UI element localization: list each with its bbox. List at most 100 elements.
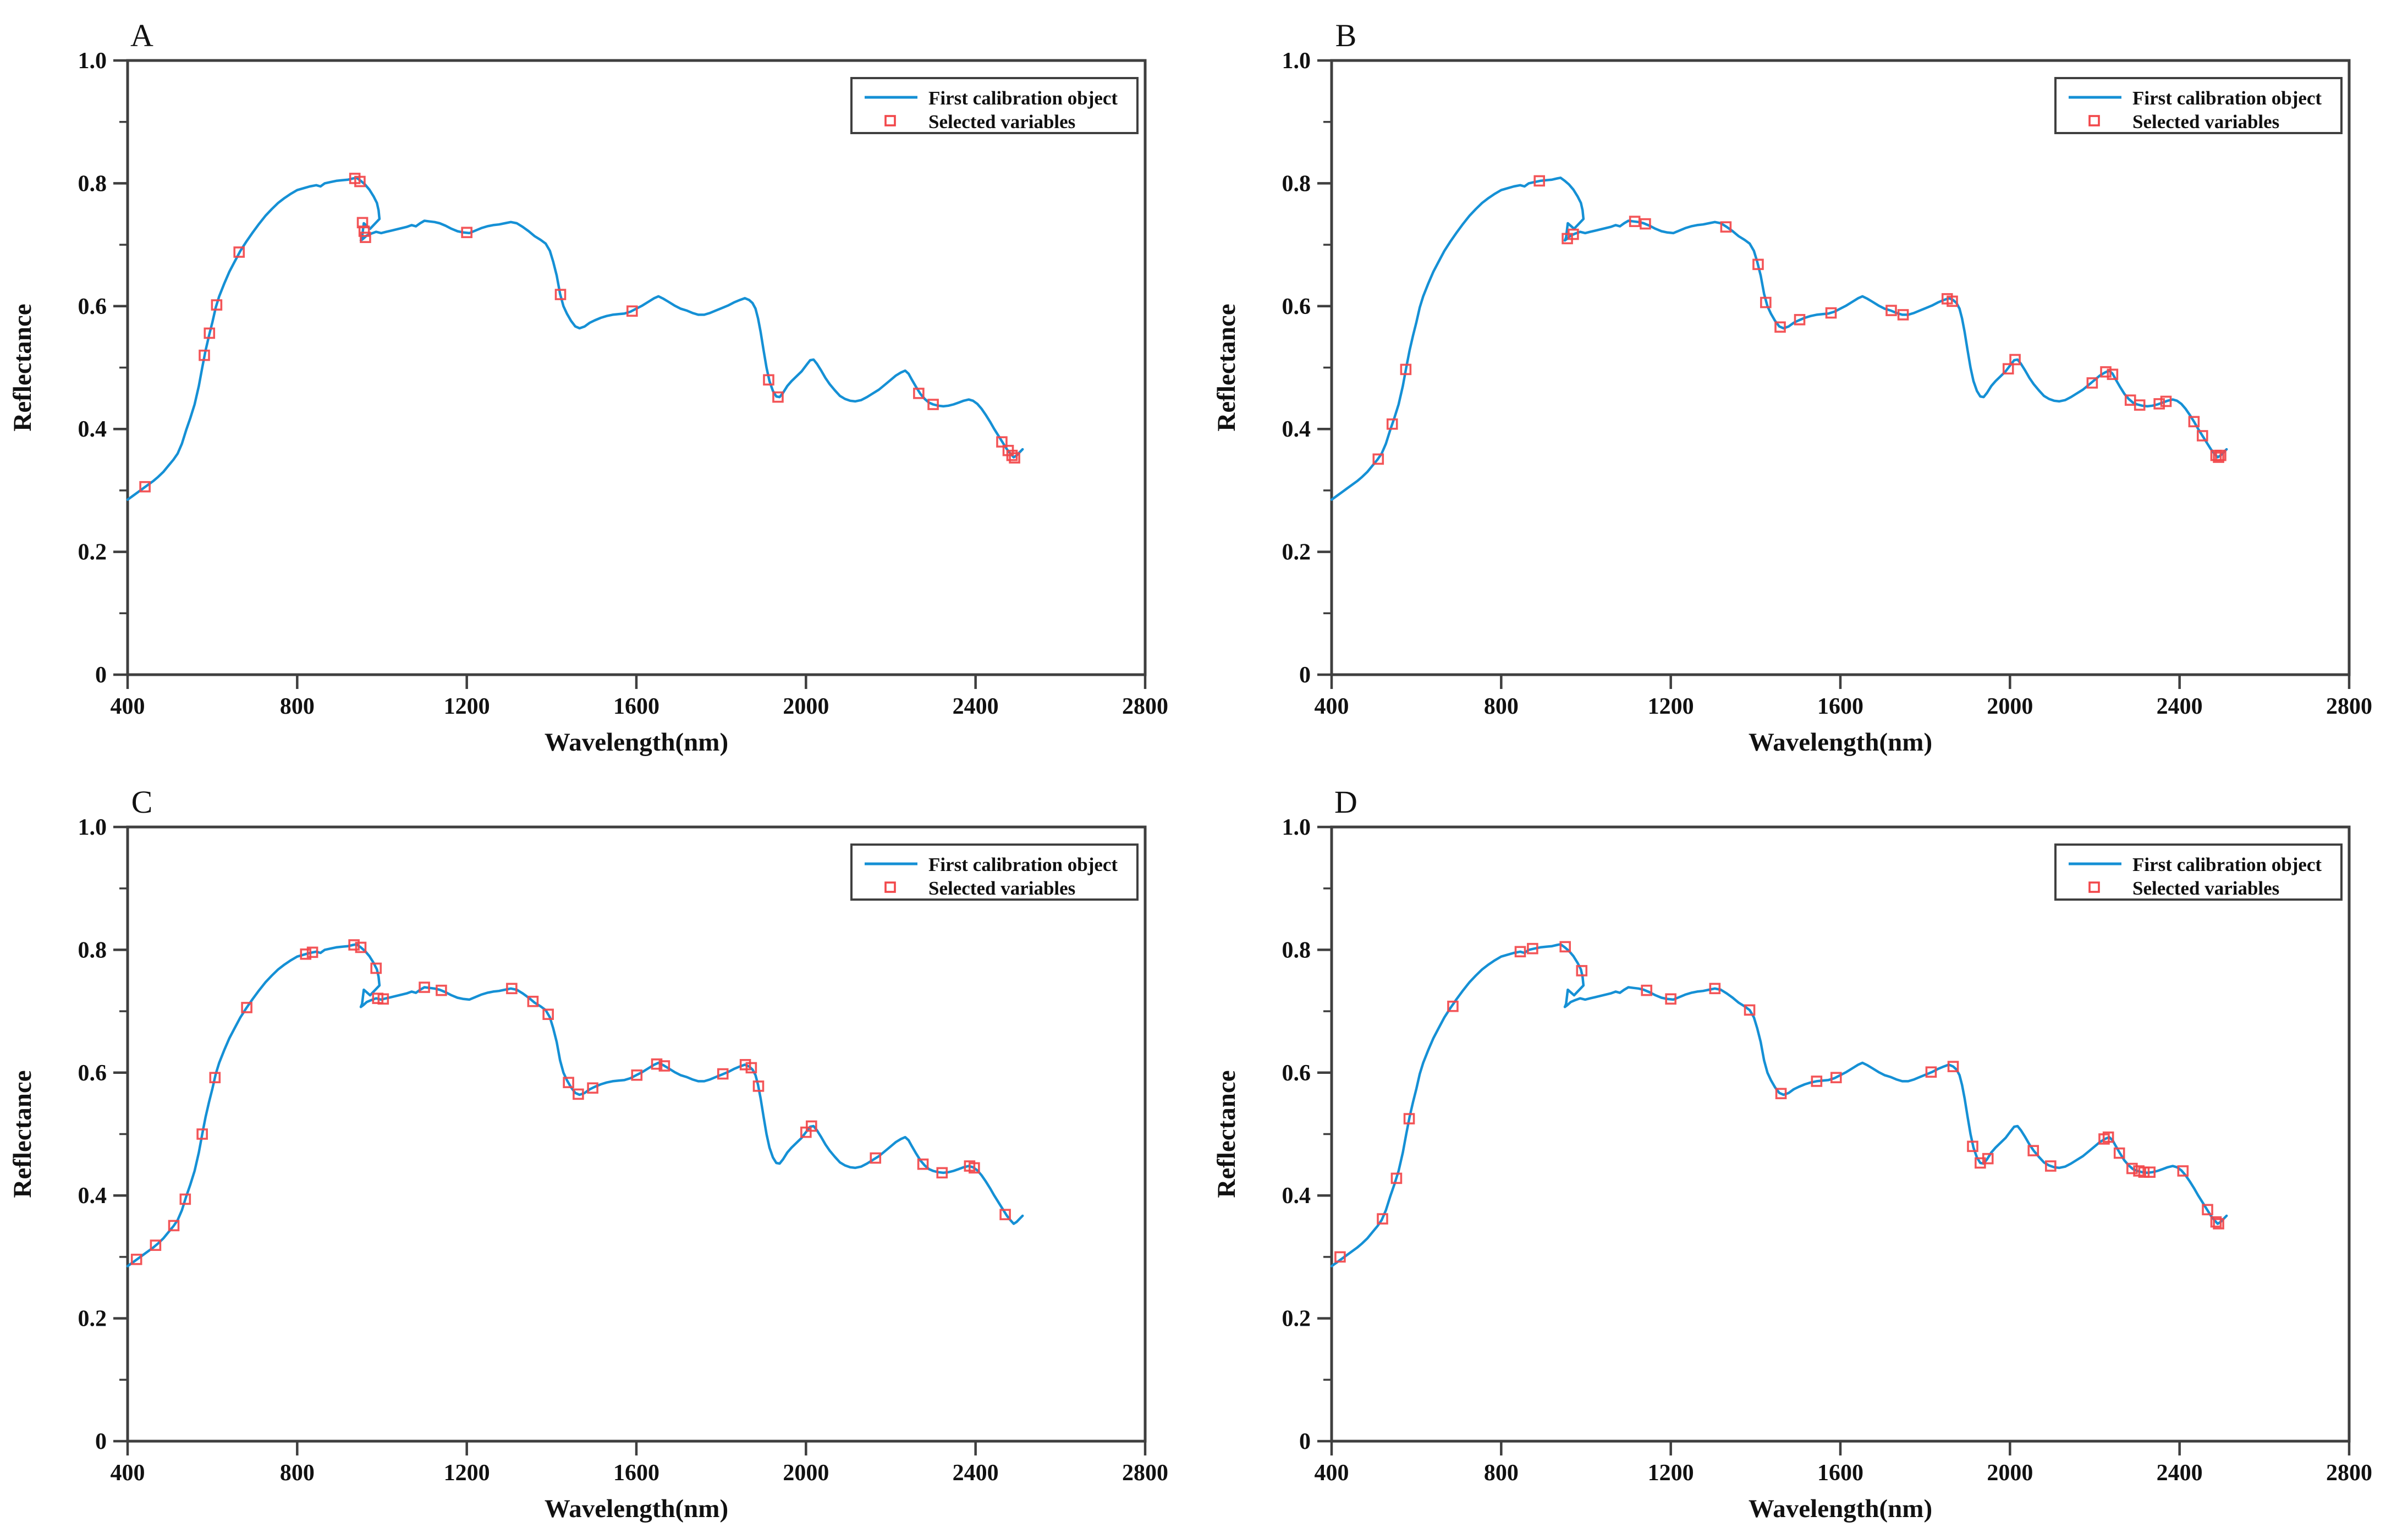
spectrum-line <box>126 177 1024 501</box>
legend-label: First calibration object <box>2132 854 2322 875</box>
selected-variable-marker <box>1533 175 1546 187</box>
selected-variable-marker <box>204 327 216 339</box>
selected-variable-marker <box>2213 1218 2224 1229</box>
selected-variable-marker <box>2113 1147 2125 1159</box>
plot-box <box>126 825 1147 1443</box>
panel-b-chart: 400 800 1200 1600 2000 2400 2800 0 0.2 0.4 0.6 0.8 1… <box>1212 18 2372 757</box>
selected-variable-marker <box>2160 395 2172 407</box>
plot-box <box>1330 59 2351 676</box>
x-tick-label: 2800 <box>1122 694 1168 719</box>
selected-variable-marker <box>130 1254 142 1265</box>
selected-variable-marker <box>1559 941 1571 953</box>
selected-variable-marker <box>1386 418 1398 430</box>
legend-border <box>850 77 1139 134</box>
selected-variable-marker <box>2002 363 2014 375</box>
legend-marker-sample <box>884 881 896 893</box>
selected-variable-marker <box>1885 305 1897 316</box>
selected-variable-marker <box>179 1193 191 1205</box>
x-axis-title: Wavelength(nm) <box>1749 728 1932 757</box>
selected-variable-marker <box>2134 399 2146 411</box>
x-tick-label: 400 <box>1315 1460 1349 1486</box>
selected-variable-marker <box>2153 398 2165 410</box>
selected-variable-marker <box>377 993 389 1005</box>
legend-label: First calibration object <box>928 87 1118 109</box>
y-tick-label: 0.4 <box>78 417 107 442</box>
selected-variable-marker <box>2144 1166 2156 1178</box>
panel-C: 400 800 1200 1600 2000 2400 2800 0 0.2 0.4 0.6 0.8 1… <box>0 766 1204 1533</box>
x-tick-label: 1600 <box>613 694 659 719</box>
x-axis-title: Wavelength(nm) <box>1749 1495 1932 1523</box>
selected-variable-marker <box>419 981 430 993</box>
y-tick-label: 0.2 <box>1282 540 1311 565</box>
x-tick-label: 2400 <box>2157 1460 2203 1486</box>
y-axis-title: Reflectance <box>1212 1070 1241 1198</box>
y-tick-label: 0.8 <box>78 938 107 963</box>
selected-variable-marker <box>2086 377 2098 389</box>
x-tick-label: 2000 <box>783 694 829 719</box>
y-tick-label: 0.8 <box>78 171 107 196</box>
panel-letter: B <box>1335 18 1357 53</box>
spectrum-line <box>1330 943 2228 1267</box>
selected-variable-marker <box>745 1062 757 1074</box>
y-tick-label: 0.6 <box>78 1061 107 1086</box>
selected-variable-marker <box>573 1088 584 1100</box>
selected-variable-marker <box>563 1077 574 1088</box>
selected-variable-marker <box>211 299 223 311</box>
selected-variable-marker <box>360 231 371 243</box>
selected-variable-marker <box>527 995 539 1007</box>
panel-letter: D <box>1334 784 1357 820</box>
selected-variable-marker <box>1400 363 1412 376</box>
selected-variable-marker <box>717 1068 729 1080</box>
selected-variable-marker <box>1752 258 1764 271</box>
x-tick-label: 2400 <box>2157 694 2203 719</box>
selected-variable-marker <box>2027 1145 2039 1156</box>
selected-variable-marker <box>150 1239 162 1251</box>
panel-D: 400 800 1200 1600 2000 2400 2800 0 0.2 0.4 0.6 0.8 1… <box>1204 766 2408 1533</box>
selected-variable-marker <box>936 1167 948 1179</box>
selected-variable-marker <box>348 939 360 951</box>
plot-box <box>126 59 1147 676</box>
selected-variable-marker <box>1720 221 1732 233</box>
legend-label: Selected variables <box>2132 111 2279 133</box>
x-tick-label: 2400 <box>953 1460 999 1486</box>
x-tick-label: 800 <box>1484 694 1519 719</box>
y-tick-label: 0.8 <box>1282 171 1311 196</box>
selected-variable-marker <box>1811 1076 1823 1087</box>
legend-marker-sample <box>2088 115 2100 126</box>
y-axis-title: Reflectance <box>8 1070 37 1198</box>
selected-variable-marker <box>306 946 318 958</box>
panel-letter: C <box>131 784 153 820</box>
selected-variable-marker <box>2126 1162 2138 1174</box>
selected-variable-marker <box>1897 309 1909 321</box>
y-tick-label: 0.2 <box>78 1306 107 1332</box>
selected-variable-marker <box>2213 451 2224 463</box>
x-tick-label: 400 <box>1315 694 1349 719</box>
selected-variable-marker <box>739 1058 751 1071</box>
selected-variable-marker <box>1947 295 1958 307</box>
selected-variable-marker <box>506 983 518 995</box>
selected-variable-marker <box>300 948 312 960</box>
x-tick-label: 1200 <box>444 694 490 719</box>
x-tick-label: 800 <box>280 1460 315 1486</box>
selected-variable-marker <box>2210 1216 2222 1228</box>
selected-variable-marker <box>1390 1172 1403 1184</box>
selected-variable-marker <box>554 289 567 300</box>
selected-variable-marker <box>1925 1066 1937 1078</box>
panel-A: 400 800 1200 1600 2000 2400 2800 0 0.2 0.4 0.6 0.8 1… <box>0 0 1204 766</box>
selected-variable-marker <box>913 388 925 399</box>
selected-variable-marker <box>461 227 472 239</box>
selected-variable-marker <box>199 349 210 361</box>
selected-variable-marker <box>1372 453 1384 465</box>
selected-variable-marker <box>1709 983 1721 995</box>
selected-variable-marker <box>1825 307 1837 319</box>
x-tick-label: 2000 <box>1987 694 2033 719</box>
selected-variable-marker <box>996 436 1008 448</box>
selected-variable-marker <box>1403 1113 1415 1124</box>
selected-variable-marker <box>772 391 784 403</box>
selected-variable-marker <box>763 374 774 386</box>
selected-variable-marker <box>1334 1251 1346 1263</box>
selected-variable-marker <box>542 1008 554 1020</box>
y-tick-label: 1.0 <box>1282 815 1311 840</box>
x-tick-label: 1600 <box>1817 1460 1863 1486</box>
x-tick-label: 1600 <box>613 1460 659 1486</box>
